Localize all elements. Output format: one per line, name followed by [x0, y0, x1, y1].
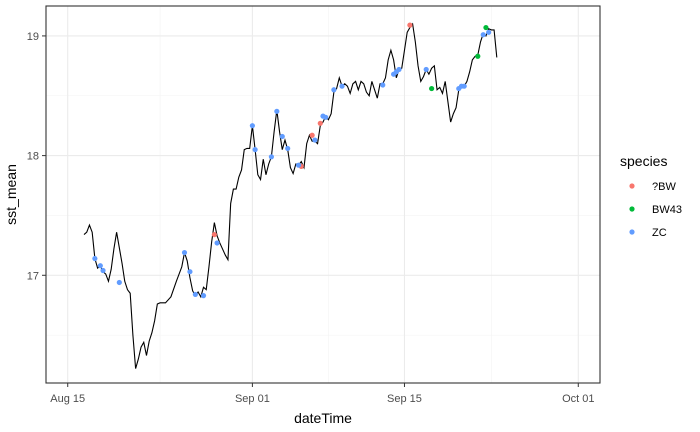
point-bw43 — [429, 85, 435, 92]
point-zc — [252, 147, 258, 153]
point-zc — [274, 108, 280, 114]
legend-key-bw43 — [629, 206, 635, 212]
point-bw — [407, 22, 413, 28]
y-axis: 17 18 19 — [27, 31, 46, 282]
point-zc — [323, 114, 329, 120]
x-tick-label: Sep 15 — [387, 393, 422, 405]
x-axis: Aug 15 Sep 01 Sep 15 Oct 01 — [50, 383, 594, 405]
x-axis-title: dateTime — [294, 410, 352, 426]
point-zc — [268, 154, 275, 160]
point-zc — [200, 293, 207, 299]
point-zc — [312, 137, 318, 143]
point-bw — [317, 120, 323, 126]
point-zc — [279, 133, 285, 140]
sst-line — [83, 22, 498, 369]
y-tick-label: 18 — [27, 151, 39, 163]
legend-key-zc — [629, 229, 635, 235]
point-zc — [285, 145, 291, 152]
point-zc — [92, 255, 98, 262]
legend-key-bw — [629, 183, 635, 189]
point-bw43 — [483, 24, 489, 31]
point-zc — [187, 269, 193, 275]
x-tick-label: Oct 01 — [562, 393, 594, 405]
y-axis-title: sst_mean — [3, 164, 19, 225]
legend-label-bw43: BW43 — [652, 204, 682, 216]
y-tick-label: 19 — [27, 31, 39, 43]
x-tick-label: Aug 15 — [50, 393, 85, 405]
point-zc — [214, 240, 220, 246]
point-zc — [486, 29, 492, 35]
point-bw — [309, 132, 315, 138]
legend-label-zc: ZC — [652, 227, 667, 239]
point-zc — [461, 83, 467, 89]
legend-items: ?BW BW43 ZC — [629, 181, 682, 239]
point-zc — [249, 123, 255, 129]
y-tick-label: 17 — [27, 270, 39, 282]
point-zc — [339, 83, 345, 89]
point-zc — [97, 263, 103, 269]
point-zc — [295, 162, 302, 168]
point-zc — [100, 267, 106, 274]
species-points — [92, 22, 492, 299]
plot-panel-border — [45, 5, 601, 384]
major-gridlines — [46, 6, 600, 383]
legend-title: species — [620, 153, 667, 169]
point-zc — [480, 32, 486, 38]
point-zc — [116, 279, 122, 286]
point-zc — [181, 249, 188, 256]
point-zc — [396, 66, 402, 73]
point-zc — [192, 291, 198, 298]
x-tick-label: Sep 01 — [235, 393, 270, 405]
point-zc — [380, 82, 386, 88]
point-zc — [423, 66, 429, 73]
legend: species ?BW BW43 ZC — [620, 153, 682, 239]
point-zc — [331, 87, 337, 93]
minor-gridlines — [46, 6, 600, 383]
point-bw43 — [475, 53, 481, 59]
point-bw — [211, 231, 217, 238]
legend-label-bw: ?BW — [652, 181, 676, 193]
